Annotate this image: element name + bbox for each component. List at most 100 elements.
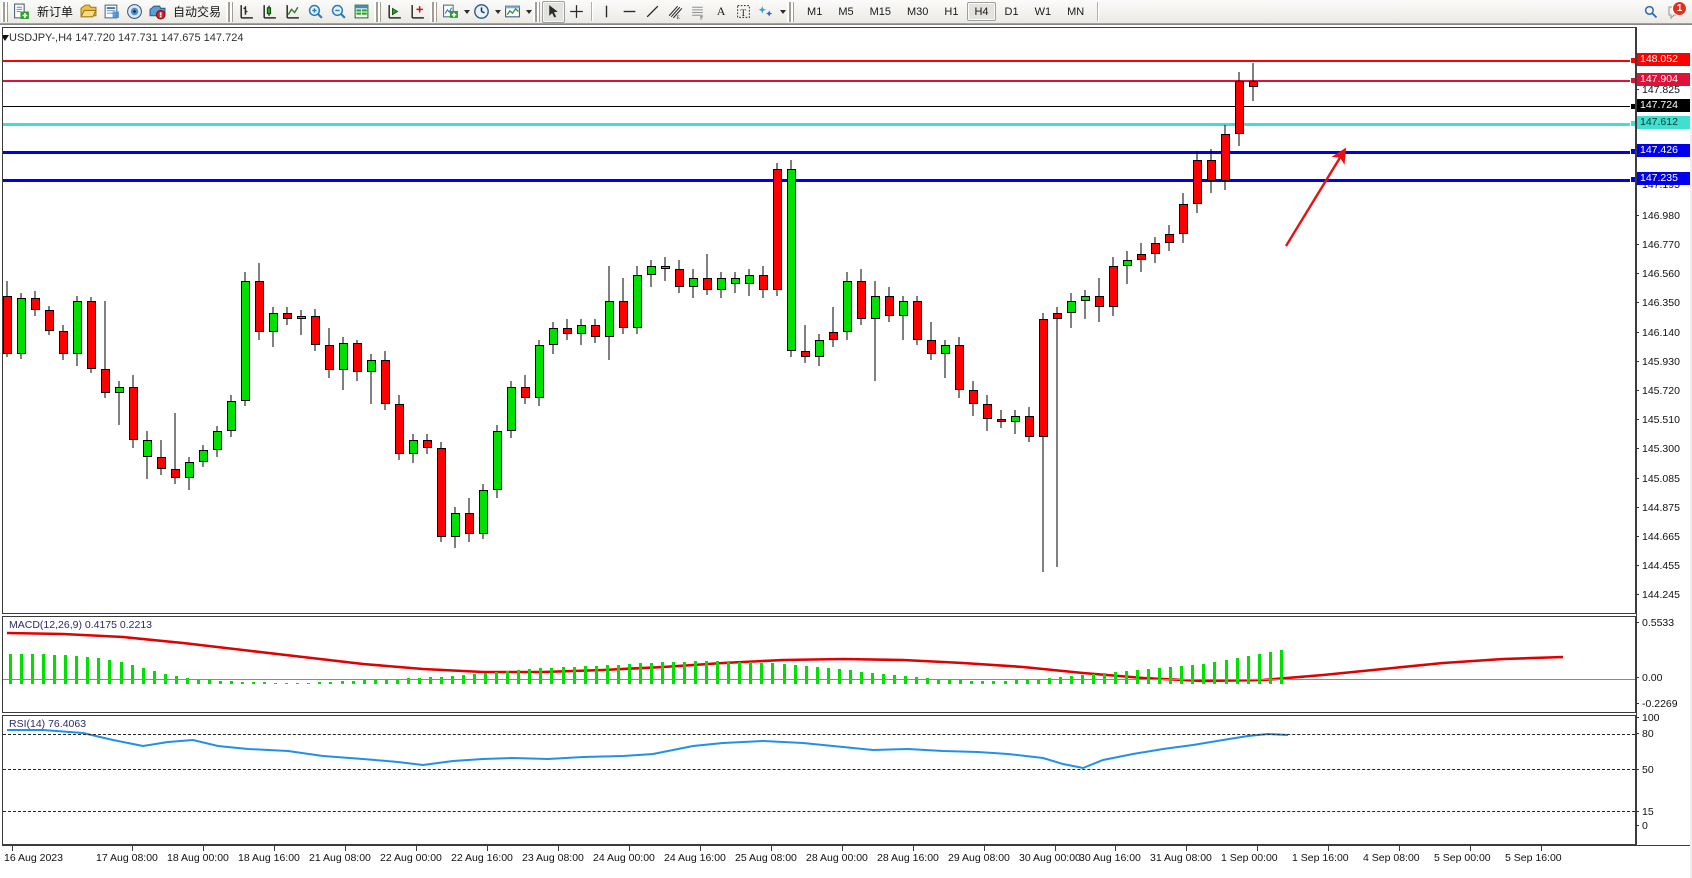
chart-expand-icon[interactable]: [3, 35, 9, 41]
zoom-out-icon[interactable]: [327, 1, 350, 23]
period-icon[interactable]: [470, 1, 493, 23]
price-chart-panel[interactable]: USDJPY-,H4 147.720 147.731 147.675 147.7…: [2, 27, 1636, 614]
candle-body: [1010, 416, 1020, 422]
terminal-icon[interactable]: [146, 1, 169, 23]
market-watch-icon[interactable]: [100, 1, 123, 23]
profiles-icon[interactable]: [77, 1, 100, 23]
candle-body: [72, 301, 82, 355]
price-line-handle[interactable]: [1630, 57, 1635, 64]
toolbar-grip-3[interactable]: [374, 1, 382, 22]
period-dropdown-caret[interactable]: [495, 9, 502, 14]
price-badge-support-lower[interactable]: 147.235: [1637, 172, 1691, 185]
price-line-current-price[interactable]: [3, 103, 1635, 110]
time-tick: [842, 846, 843, 851]
time-tick: [1470, 846, 1471, 851]
timeframe-w1[interactable]: W1: [1034, 6, 1052, 18]
candle-wick: [944, 339, 946, 378]
bar-chart-icon[interactable]: [235, 1, 258, 23]
time-tick: [274, 846, 275, 851]
macd-bar: [572, 667, 576, 684]
chart-window[interactable]: USDJPY-,H4 147.720 147.731 147.675 147.7…: [0, 24, 1692, 878]
price-plot-area[interactable]: USDJPY-,H4 147.720 147.731 147.675 147.7…: [3, 28, 1635, 613]
chart-shift-icon[interactable]: [383, 1, 406, 23]
price-line-handle[interactable]: [1630, 77, 1635, 84]
candle-body: [786, 169, 796, 352]
toolbar-grip[interactable]: [1, 1, 8, 22]
candle-body: [772, 169, 782, 290]
price-line-resistance-upper[interactable]: [3, 57, 1635, 64]
new-order-icon[interactable]: [10, 1, 33, 23]
shapes-dropdown-caret[interactable]: [780, 9, 787, 14]
timeframe-m5[interactable]: M5: [838, 6, 854, 18]
time-tick: [1115, 846, 1116, 851]
indicators-dropdown-caret[interactable]: [464, 9, 471, 14]
price-line-handle[interactable]: [1630, 148, 1635, 155]
price-tick-label: 146.350: [1642, 297, 1680, 309]
text-icon[interactable]: A: [716, 4, 726, 18]
rsi-panel[interactable]: RSI(14) 76.4063: [2, 715, 1636, 845]
timeframe-h1[interactable]: H1: [944, 6, 959, 18]
rsi-plot-area[interactable]: RSI(14) 76.4063: [3, 716, 1635, 844]
auto-scroll-icon[interactable]: [406, 1, 429, 23]
svg-text:T: T: [740, 8, 746, 19]
macd-bar: [75, 656, 79, 684]
price-line-support-upper[interactable]: [3, 148, 1635, 155]
price-line-resistance-lower[interactable]: [3, 77, 1635, 84]
trendline-icon[interactable]: [641, 1, 664, 23]
macd-bar: [428, 677, 432, 684]
toolbar-grip-2[interactable]: [226, 1, 234, 22]
price-badge-resistance-lower[interactable]: 147.904: [1637, 73, 1691, 86]
timeframe-m15[interactable]: M15: [869, 6, 891, 18]
time-tick: [132, 846, 133, 851]
price-badge-support-upper[interactable]: 147.426: [1637, 144, 1691, 157]
toolbar-grip-4[interactable]: [430, 1, 438, 22]
price-line-support-lower[interactable]: [3, 176, 1635, 183]
cursor-icon[interactable]: [542, 0, 566, 23]
shapes-icon[interactable]: [755, 1, 778, 23]
timeframe-m1[interactable]: M1: [807, 6, 823, 18]
indicators-icon[interactable]: [439, 1, 462, 23]
price-line-handle[interactable]: [1630, 103, 1635, 110]
vertical-line-icon[interactable]: [595, 1, 618, 23]
price-badge-current-price[interactable]: 147.724: [1637, 99, 1691, 112]
price-badge-resistance-upper[interactable]: 148.052: [1637, 53, 1691, 66]
templates-icon[interactable]: [501, 1, 524, 23]
horizontal-line-icon[interactable]: [618, 1, 641, 23]
timeframe-d1[interactable]: D1: [1004, 6, 1019, 18]
toolbar-grip-5[interactable]: [533, 1, 541, 22]
candlestick-chart-icon[interactable]: [258, 1, 281, 23]
candlestick: [646, 28, 656, 613]
chat-icon[interactable]: 1: [1664, 0, 1687, 23]
line-chart-icon[interactable]: [281, 1, 304, 23]
crosshair-icon[interactable]: [565, 1, 588, 23]
toolbar-grip-6[interactable]: [787, 1, 795, 22]
timeframe-m30[interactable]: M30: [907, 6, 929, 18]
templates-dropdown-caret[interactable]: [526, 9, 533, 14]
price-line-cyan-level[interactable]: [3, 120, 1635, 127]
macd-panel[interactable]: MACD(12,26,9) 0.4175 0.2213: [2, 616, 1636, 713]
search-icon[interactable]: [1640, 1, 1662, 23]
grid-icon[interactable]: [350, 1, 373, 23]
time-tick: [345, 846, 346, 851]
candle-body: [1066, 301, 1076, 314]
candlestick: [1150, 28, 1160, 613]
equidistant-channel-icon[interactable]: E: [664, 1, 687, 23]
timeframe-h4[interactable]: H4: [967, 2, 996, 21]
text-label-icon[interactable]: T: [732, 1, 755, 23]
new-order-label[interactable]: 新订单: [37, 4, 74, 19]
navigator-icon[interactable]: [123, 1, 146, 23]
price-line-handle[interactable]: [1630, 120, 1635, 127]
candlestick: [44, 28, 54, 613]
timeframe-mn[interactable]: MN: [1067, 6, 1085, 18]
time-axis[interactable]: 16 Aug 2023 17 Aug 08:00 18 Aug 00:00 18 Au…: [2, 845, 1690, 876]
price-badge-cyan-level[interactable]: 147.612: [1637, 116, 1691, 129]
candlestick: [926, 28, 936, 613]
fibonacci-icon[interactable]: F: [687, 1, 710, 23]
macd-plot-area[interactable]: MACD(12,26,9) 0.4175 0.2213: [3, 617, 1635, 712]
vertical-scrollbar[interactable]: [1690, 49, 1692, 878]
autotrading-label[interactable]: 自动交易: [173, 4, 222, 19]
price-scale[interactable]: 147.825 147.724 147.612 147.426 147.235147.1…: [1635, 27, 1691, 845]
price-line-handle[interactable]: [1630, 176, 1635, 183]
macd-bar: [230, 681, 233, 684]
zoom-in-icon[interactable]: [304, 1, 327, 23]
